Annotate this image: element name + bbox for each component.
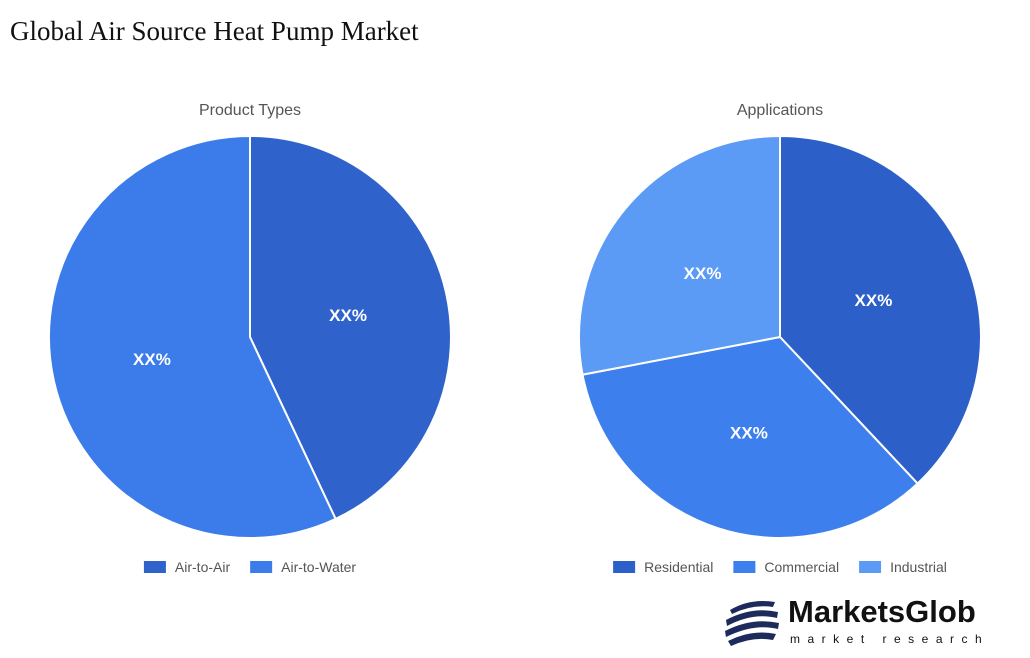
pie-slice [249,134,452,521]
chart-title: Product Types [199,102,301,119]
logo: MarketsGlob market research [725,594,989,646]
pie-slice [581,335,920,539]
legend-swatch [859,561,882,573]
legend: Residential Commercial Industrial [613,559,947,575]
data-label: XX% [133,350,171,369]
logo-name: MarketsGlob [788,594,976,629]
page-title: Global Air Source Heat Pump Market [10,16,419,46]
logo-icon [725,601,779,646]
legend: Air-to-Air Air-to-Water [143,559,356,575]
chart-title: Applications [737,102,823,119]
logo-tagline: market research [790,632,989,646]
pie-slice [48,134,337,539]
data-label: XX% [684,264,722,283]
pie-slice [779,134,982,485]
legend-swatch [733,561,756,573]
legend-swatch [613,561,636,573]
data-label: XX% [329,306,367,325]
legend-label: Air-to-Water [281,559,356,575]
data-label: XX% [730,424,768,443]
legend-label: Air-to-Air [175,559,231,575]
legend-swatch [143,561,166,573]
legend-label: Residential [644,559,713,575]
pie-slice [578,134,781,376]
legend-swatch [250,561,273,573]
data-label: XX% [855,291,893,310]
legend-label: Industrial [890,559,947,575]
legend-label: Commercial [764,559,839,575]
